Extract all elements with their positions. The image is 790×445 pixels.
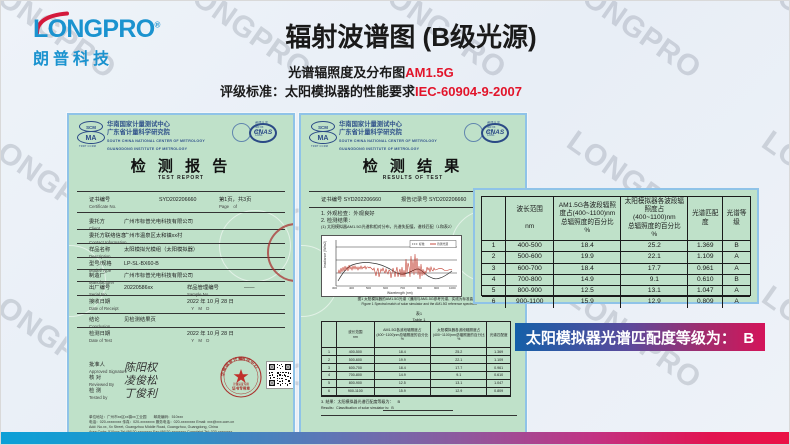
- svg-text:500: 500: [366, 286, 371, 290]
- svg-text:1000: 1000: [449, 286, 456, 290]
- svg-text:400: 400: [349, 286, 354, 290]
- svg-text:Irradiance (W/m2): Irradiance (W/m2): [323, 241, 327, 268]
- svg-text:600: 600: [383, 286, 388, 290]
- svg-text:800: 800: [417, 286, 422, 290]
- svg-text:900: 900: [434, 286, 439, 290]
- svg-text:300: 300: [332, 286, 337, 290]
- svg-text:700: 700: [400, 286, 405, 290]
- svg-text:证书专用章: 证书专用章: [232, 386, 250, 391]
- svg-text:测试中心: 测试中心: [241, 355, 261, 371]
- svg-text:标准: 标准: [419, 242, 425, 246]
- svg-text:待测光源: 待测光源: [437, 242, 448, 246]
- svg-text:计量认证专用: 计量认证专用: [233, 382, 249, 386]
- svg-text:Wavelength (nm): Wavelength (nm): [387, 291, 413, 295]
